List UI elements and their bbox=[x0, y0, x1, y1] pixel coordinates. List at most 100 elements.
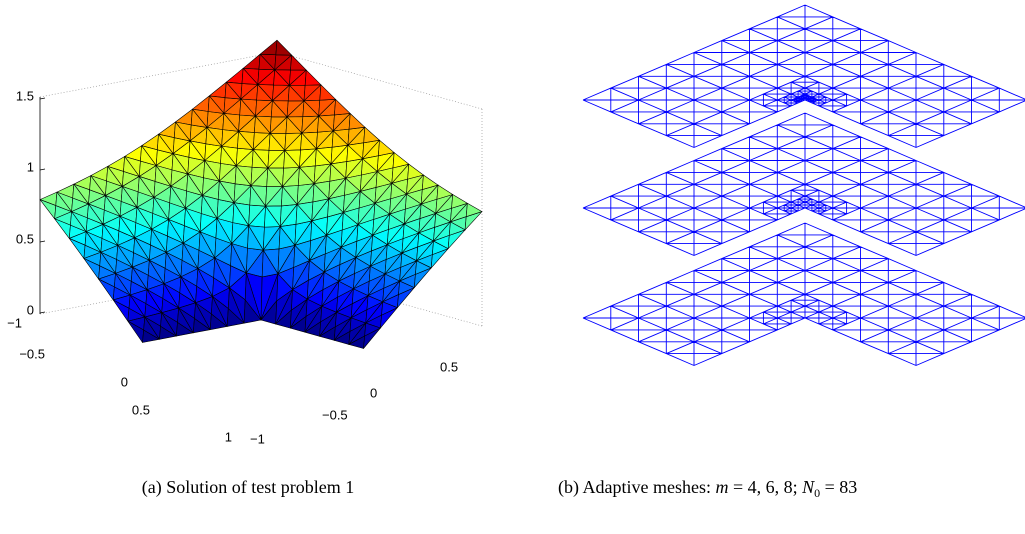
surface-facet bbox=[200, 195, 218, 219]
y-tick-label: −0.5 bbox=[322, 407, 348, 422]
surface-facet bbox=[327, 198, 344, 218]
surface-facet bbox=[291, 289, 308, 311]
surface-facet bbox=[120, 186, 138, 208]
surface-facet bbox=[334, 99, 351, 116]
surface-facet bbox=[378, 139, 395, 157]
surface-facet bbox=[308, 260, 325, 281]
surface-facet bbox=[194, 302, 211, 330]
surface-facet bbox=[128, 294, 146, 318]
tick-mark bbox=[39, 168, 46, 171]
x-tick-label: 1 bbox=[225, 429, 232, 444]
mesh bbox=[582, 112, 1025, 256]
surface-facet bbox=[89, 175, 106, 196]
caption-a: (a) Solution of test problem 1 bbox=[142, 477, 354, 498]
surface-facet bbox=[346, 144, 363, 162]
surface-facet bbox=[198, 231, 216, 259]
caption-b: (b) Adaptive meshes: m = 4, 6, 8; N0 = 8… bbox=[558, 477, 857, 500]
surface-facet bbox=[164, 252, 182, 278]
surface-facet bbox=[366, 295, 384, 310]
surface-facet bbox=[84, 231, 102, 253]
surface-facet bbox=[169, 185, 186, 209]
surface-facet bbox=[264, 205, 281, 228]
tick-mark bbox=[39, 311, 46, 314]
surface-facet bbox=[247, 225, 264, 251]
surface-facet bbox=[356, 224, 373, 242]
surface-facet bbox=[304, 69, 322, 86]
surface-facet bbox=[222, 113, 239, 132]
surface-facet bbox=[400, 252, 417, 268]
surface-facet bbox=[140, 145, 157, 166]
mesh-edges bbox=[582, 112, 1025, 256]
surface-facet bbox=[205, 127, 222, 147]
z-tick-label: 1.5 bbox=[16, 88, 34, 103]
surface-facet bbox=[99, 251, 116, 274]
surface-facet bbox=[224, 81, 242, 100]
surface-facet bbox=[157, 133, 174, 154]
surface-facet bbox=[322, 271, 340, 290]
surface-facet bbox=[436, 184, 454, 200]
x-tick-label: −0.5 bbox=[19, 346, 45, 361]
tick-mark bbox=[39, 240, 46, 243]
y-tick-label: 0.5 bbox=[440, 359, 458, 374]
surface-facet bbox=[241, 68, 259, 85]
surface-facet bbox=[270, 100, 288, 118]
surface-facet bbox=[251, 149, 269, 169]
surface-facet bbox=[258, 53, 276, 71]
surface-facet bbox=[373, 203, 390, 220]
surface-facet bbox=[259, 39, 278, 56]
surface-facet bbox=[405, 193, 422, 210]
surface-facet bbox=[256, 84, 273, 102]
caption-text: = 83 bbox=[820, 477, 857, 497]
surface-facet bbox=[268, 132, 286, 151]
surface-facet bbox=[465, 202, 483, 217]
surface-facet bbox=[145, 289, 163, 314]
surface-facet bbox=[239, 98, 256, 117]
caption-text: (b) Adaptive meshes: bbox=[558, 477, 715, 498]
surface-facet bbox=[302, 100, 319, 118]
surface-facet bbox=[227, 287, 245, 324]
surface-facet bbox=[266, 167, 283, 187]
surface-facet bbox=[305, 298, 323, 317]
surface-facet bbox=[249, 185, 266, 207]
surface-facet bbox=[70, 211, 87, 232]
surface-facet bbox=[390, 182, 407, 200]
x-tick-label: 0 bbox=[121, 374, 128, 389]
surface-facet bbox=[114, 273, 131, 296]
surface-facet bbox=[213, 257, 230, 289]
surface-facet bbox=[162, 283, 179, 309]
z-tick-label: 0 bbox=[27, 302, 34, 317]
surface-facet bbox=[329, 163, 346, 182]
surface-facet bbox=[160, 312, 177, 337]
surface-facet bbox=[341, 212, 359, 231]
surface-facet bbox=[154, 165, 172, 187]
surface-facet bbox=[208, 81, 227, 98]
surface-facet bbox=[273, 69, 290, 86]
surface-facet bbox=[150, 228, 167, 253]
surface-facet bbox=[181, 242, 199, 269]
surface-facet bbox=[421, 174, 439, 190]
surface-facet bbox=[331, 130, 349, 148]
surface-facet bbox=[419, 203, 437, 219]
surface-facet bbox=[351, 288, 369, 304]
surface-facet bbox=[385, 244, 403, 260]
surface-facet bbox=[275, 39, 292, 56]
surface-facet bbox=[388, 213, 405, 230]
surface-facet bbox=[310, 220, 327, 241]
surface-facet bbox=[152, 197, 169, 220]
surface-facet bbox=[324, 235, 342, 255]
tick-labels: 0 0.5 1 1.5 −1 −0.5 0 0.5 1 −1 −0.5 0 0.5 bbox=[7, 88, 458, 446]
surface-facet bbox=[242, 53, 261, 70]
surface-facet bbox=[451, 194, 468, 209]
surface-facet bbox=[432, 240, 449, 255]
surface-facet bbox=[179, 276, 196, 304]
surface-facet bbox=[361, 158, 378, 176]
surface-facet bbox=[196, 268, 213, 297]
surface-facet bbox=[211, 296, 228, 327]
surface-facet bbox=[276, 273, 293, 302]
caption-subscript: 0 bbox=[814, 486, 820, 500]
surface-facet bbox=[381, 301, 398, 316]
surface-facet bbox=[383, 273, 400, 289]
surface-facet bbox=[137, 176, 155, 198]
surface-facet bbox=[281, 186, 298, 207]
